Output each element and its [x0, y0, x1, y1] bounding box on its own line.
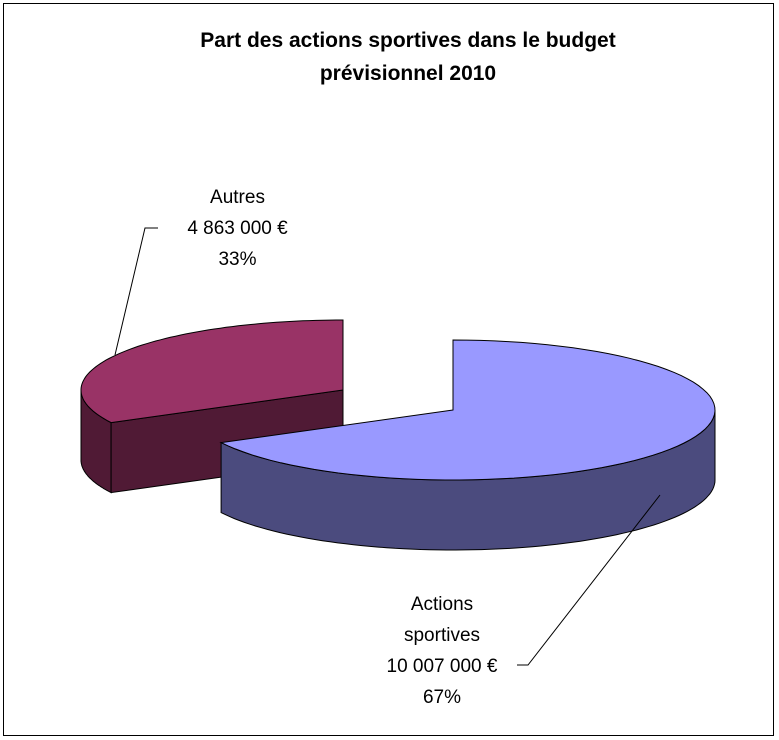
percent-label: 67%	[422, 687, 462, 708]
percent-label: 33%	[218, 249, 257, 270]
category-label: Autres	[210, 187, 265, 208]
data-label: Autres 4 863 000 € 33%	[170, 182, 305, 275]
data-label: Actions sportives 10 007 000 € 67%	[367, 589, 517, 713]
pie-slice	[80, 319, 344, 424]
leader-line	[114, 227, 158, 356]
value-label: 4 863 000 €	[187, 218, 288, 239]
value-label: 10 007 000 €	[386, 656, 498, 677]
pie-slice	[219, 339, 716, 481]
chart-title: Part des actions sportives dans le budge…	[200, 29, 616, 85]
category-label: Actions sportives	[403, 594, 481, 646]
chart-frame	[3, 3, 774, 736]
leader-line	[517, 494, 661, 666]
